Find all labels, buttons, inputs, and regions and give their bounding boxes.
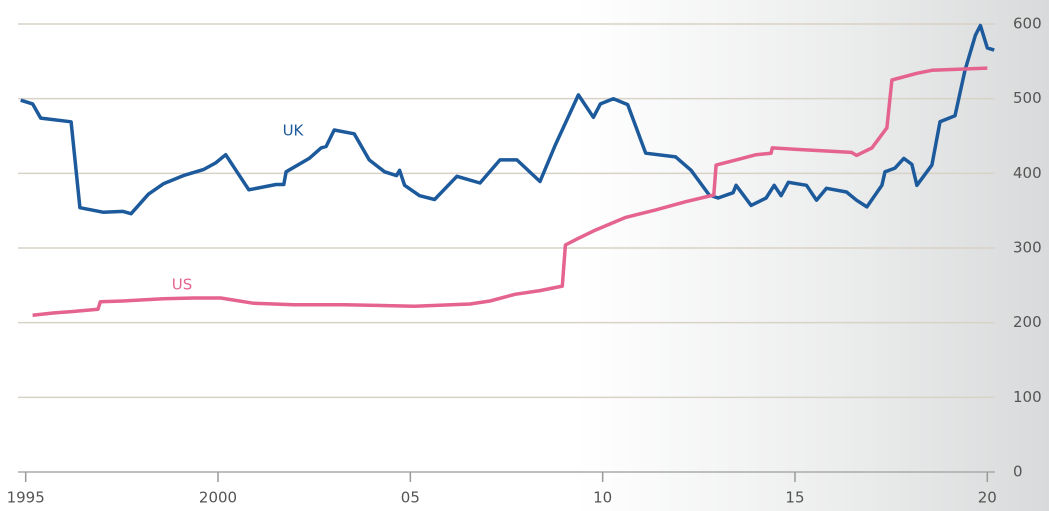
x-tick-label: 2000: [199, 489, 237, 507]
y-tick-label: 500: [1013, 89, 1042, 107]
series-line: [32, 66, 988, 317]
series-label: UK: [283, 122, 305, 140]
x-tick-label: 1995: [7, 489, 45, 507]
y-tick-label: 200: [1013, 313, 1042, 331]
y-tick-label: 0: [1013, 463, 1023, 481]
series-line: [20, 23, 995, 216]
x-tick-label: 20: [978, 489, 997, 507]
y-tick-label: 600: [1013, 15, 1042, 33]
x-tick-label: 10: [593, 489, 612, 507]
x-tick-label: 15: [785, 489, 804, 507]
series-label: US: [172, 276, 193, 294]
y-tick-label: 400: [1013, 164, 1042, 182]
y-tick-label: 100: [1013, 388, 1042, 406]
y-tick-label: 300: [1013, 239, 1042, 257]
x-tick-label: 05: [401, 489, 420, 507]
